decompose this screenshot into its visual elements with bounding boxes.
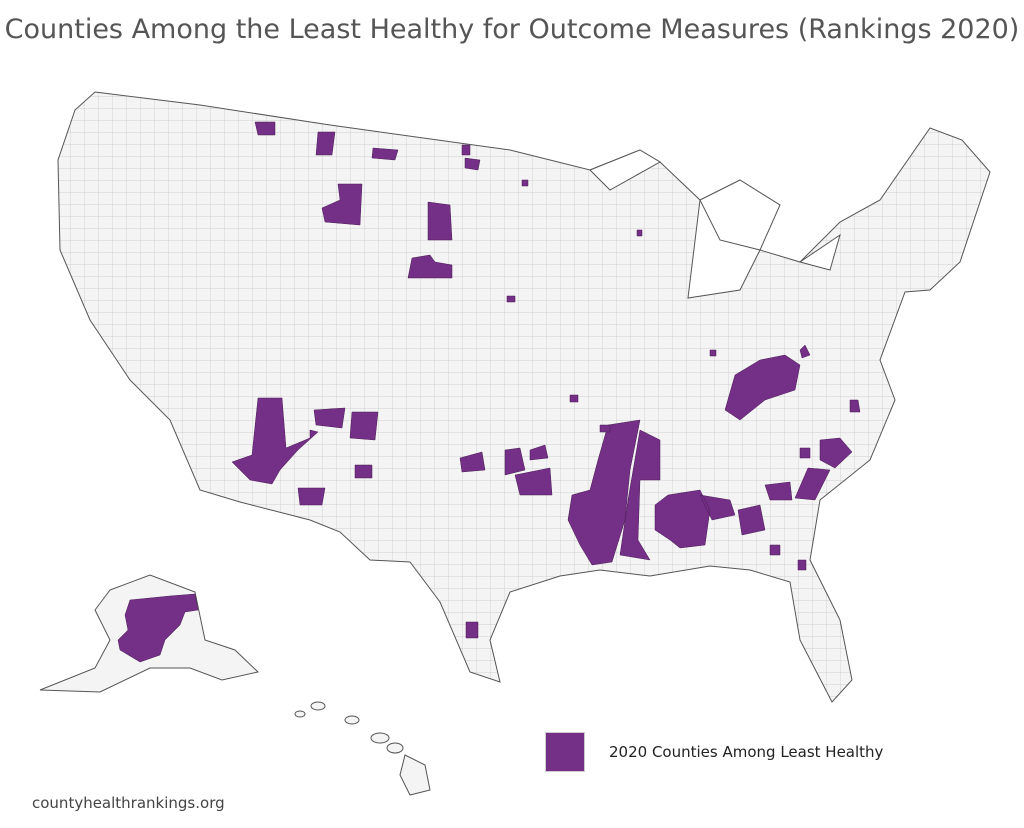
great-lakes bbox=[589, 149, 841, 271]
legend-swatch bbox=[545, 732, 585, 772]
legend-label: 2020 Counties Among Least Healthy bbox=[609, 743, 884, 761]
least-healthy-counties bbox=[117, 121, 861, 663]
legend: 2020 Counties Among Least Healthy bbox=[545, 732, 883, 772]
map-title: Counties Among the Least Healthy for Out… bbox=[4, 14, 1020, 45]
hawaii bbox=[294, 701, 431, 796]
source-credit: countyhealthrankings.org bbox=[32, 794, 225, 812]
